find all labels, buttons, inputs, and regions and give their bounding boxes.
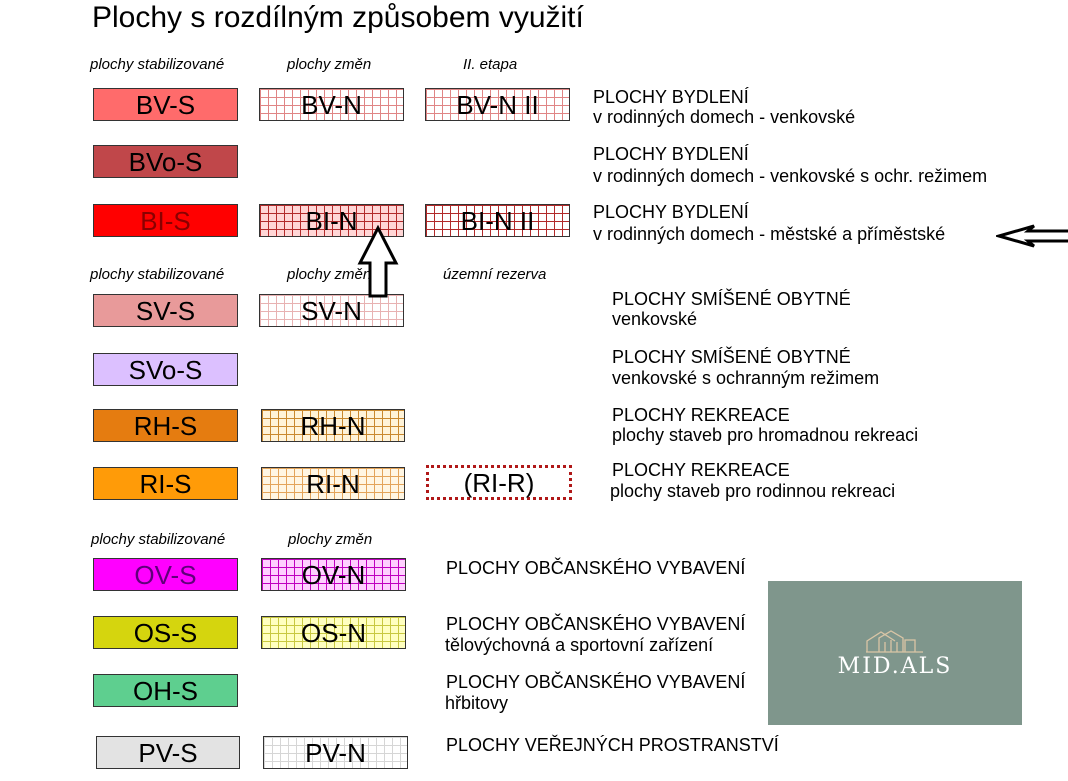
header-stabilized: plochy stabilizované xyxy=(91,531,226,548)
buildings-logo-icon xyxy=(866,630,923,653)
legend-desc-subtitle: plochy staveb pro rodinnou rekreaci xyxy=(610,481,896,501)
legend-swatch-pv-s: PV-S xyxy=(96,736,240,769)
legend-desc-title: PLOCHY REKREACE xyxy=(612,460,790,480)
legend-swatch-rh-s: RH-S xyxy=(93,409,238,442)
legend-swatch-oh-s: OH-S xyxy=(93,674,238,707)
legend-swatch-ov-n: OV-N xyxy=(261,558,406,591)
legend-desc-title: PLOCHY REKREACE xyxy=(612,405,790,425)
legend-desc-subtitle: tělovýchovná a sportovní zařízení xyxy=(445,635,714,655)
legend-desc-subtitle: v rodinných domech - venkovské s ochr. r… xyxy=(593,166,988,186)
legend-swatch-pv-n: PV-N xyxy=(263,736,408,769)
legend-desc-title: PLOCHY OBČANSKÉHO VYBAVENÍ xyxy=(446,672,746,692)
legend-desc-subtitle: v rodinných domech - venkovské xyxy=(593,107,856,127)
legend-desc-subtitle: venkovské xyxy=(612,309,698,329)
legend-desc-title: PLOCHY BYDLENÍ xyxy=(593,87,749,107)
legend-desc-subtitle: v rodinných domech - městské a příměstsk… xyxy=(593,224,946,244)
logo-text: MID.ALS xyxy=(837,654,953,679)
legend-desc-subtitle: plochy staveb pro hromadnou rekreaci xyxy=(612,425,919,445)
legend-desc-title: PLOCHY VEŘEJNÝCH PROSTRANSTVÍ xyxy=(446,735,779,755)
legend-swatch-bi-n-ii: BI-N II xyxy=(425,204,570,237)
legend-desc-title: PLOCHY BYDLENÍ xyxy=(593,202,749,222)
legend-desc-title: PLOCHY SMÍŠENÉ OBYTNÉ xyxy=(612,347,851,367)
header-stage-2: II. etapa xyxy=(463,56,518,73)
legend-swatch-svo-s: SVo-S xyxy=(93,353,238,386)
legend-desc-subtitle: venkovské s ochranným režimem xyxy=(612,368,880,388)
legend-desc-title: PLOCHY SMÍŠENÉ OBYTNÉ xyxy=(612,289,851,309)
legend-swatch-ov-s: OV-S xyxy=(93,558,238,591)
arrow-left-icon xyxy=(996,224,1068,248)
header-stabilized: plochy stabilizované xyxy=(90,266,225,283)
legend-swatch-rh-n: RH-N xyxy=(261,409,405,442)
legend-swatch-bvo-s: BVo-S xyxy=(93,145,238,178)
logo: MID.ALS xyxy=(768,581,1022,725)
legend-desc-title: PLOCHY OBČANSKÉHO VYBAVENÍ xyxy=(446,614,746,634)
legend-swatch-sv-s: SV-S xyxy=(93,294,238,327)
legend-swatch-os-s: OS-S xyxy=(93,616,238,649)
legend-swatch-bv-n-ii: BV-N II xyxy=(425,88,570,121)
legend-swatch-bv-s: BV-S xyxy=(93,88,238,121)
legend-swatch-ri-r: (RI-R) xyxy=(426,465,572,500)
header-reserve: územní rezerva xyxy=(443,266,547,283)
legend-desc-title: PLOCHY OBČANSKÉHO VYBAVENÍ xyxy=(446,558,746,578)
legend-swatch-os-n: OS-N xyxy=(261,616,406,649)
legend-swatch-bv-n: BV-N xyxy=(259,88,404,121)
header-changes: plochy změn xyxy=(288,531,373,548)
header-stabilized: plochy stabilizované xyxy=(90,56,225,73)
header-changes: plochy změn xyxy=(287,266,372,283)
page-title: Plochy s rozdílným způsobem využití xyxy=(92,1,584,34)
arrow-up-icon xyxy=(357,225,399,298)
legend-swatch-ri-s: RI-S xyxy=(93,467,238,500)
legend-desc-title: PLOCHY BYDLENÍ xyxy=(593,144,749,164)
legend-swatch-bi-s: BI-S xyxy=(93,204,238,237)
legend-desc-subtitle: hřbitovy xyxy=(445,693,509,713)
legend-swatch-ri-n: RI-N xyxy=(261,467,405,500)
header-changes: plochy změn xyxy=(287,56,372,73)
legend-swatch-sv-n: SV-N xyxy=(259,294,404,327)
